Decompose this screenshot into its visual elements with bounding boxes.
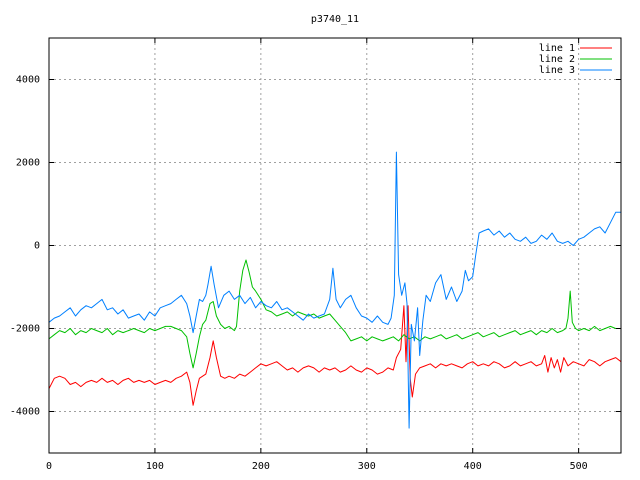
- x-tick-label: 500: [570, 461, 588, 472]
- x-tick-label: 300: [358, 461, 376, 472]
- series-line-3: [48, 151, 621, 429]
- series-layer: [48, 151, 622, 429]
- x-tick-label: 100: [146, 461, 164, 472]
- axis-ticks: 0 100 200 300 400 500 -4000 -2000 0 2000 4000: [10, 38, 621, 472]
- legend-label-3: line 3: [539, 65, 575, 76]
- x-tick-label: 0: [46, 461, 52, 472]
- grid: [49, 38, 621, 453]
- y-tick-label: 2000: [16, 158, 40, 169]
- y-tick-label: -2000: [10, 324, 40, 335]
- legend-label-1: line 1: [539, 43, 575, 54]
- y-tick-label: 4000: [16, 75, 40, 86]
- legend-label-2: line 2: [539, 54, 575, 65]
- y-tick-label: -4000: [10, 407, 40, 418]
- series-line-1: [48, 305, 622, 406]
- chart-title: p3740_11: [311, 14, 359, 25]
- y-tick-label: 0: [34, 241, 40, 252]
- series-line-2: [48, 259, 621, 369]
- x-tick-label: 200: [252, 461, 270, 472]
- x-tick-label: 400: [464, 461, 482, 472]
